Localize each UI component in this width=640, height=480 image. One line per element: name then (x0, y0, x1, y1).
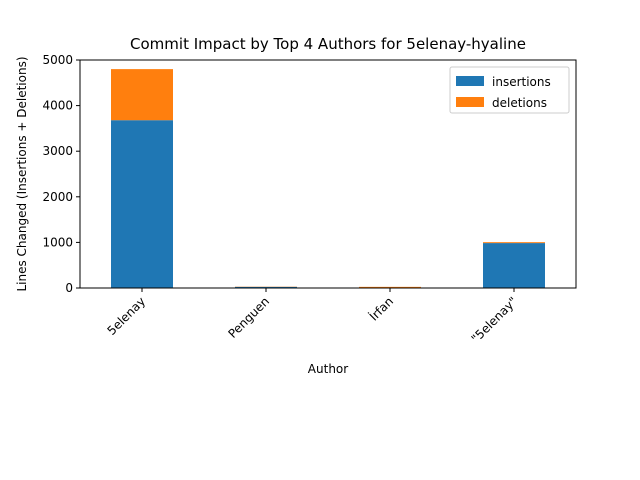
legend-label-insertions: insertions (492, 75, 551, 89)
chart-title: Commit Impact by Top 4 Authors for 5elen… (130, 35, 526, 53)
legend-swatch-deletions (456, 97, 484, 107)
bars-group (111, 69, 545, 288)
x-axis: 5elenay Penguen İrfan "5elenay" (104, 288, 520, 346)
x-tick-label-3: "5elenay" (469, 294, 521, 346)
bar-deletions-0 (111, 69, 173, 121)
y-tick-label-2: 2000 (42, 190, 73, 204)
y-axis-label: Lines Changed (Insertions + Deletions) (15, 56, 29, 291)
bar-deletions-3 (483, 242, 545, 244)
legend: insertions deletions (449, 66, 570, 114)
x-tick-label-1: Penguen (225, 294, 272, 341)
y-tick-label-5: 5000 (42, 53, 73, 67)
y-tick-label-3: 3000 (42, 144, 73, 158)
y-axis: 0 1000 2000 3000 4000 5000 (42, 53, 80, 295)
bar-deletions-2 (359, 286, 421, 288)
y-tick-label-4: 4000 (42, 99, 73, 113)
x-tick-label-2: İrfan (366, 294, 396, 324)
y-tick-label-1: 1000 (42, 235, 73, 249)
legend-label-deletions: deletions (492, 96, 547, 110)
x-axis-label: Author (308, 362, 348, 376)
x-tick-label-0: 5elenay (104, 294, 148, 338)
bar-insertions-1 (235, 286, 297, 288)
bar-insertions-0 (111, 120, 173, 288)
bar-insertions-3 (483, 243, 545, 288)
y-tick-label-0: 0 (65, 281, 73, 295)
legend-swatch-insertions (456, 76, 484, 86)
plot-frame (79, 59, 577, 289)
